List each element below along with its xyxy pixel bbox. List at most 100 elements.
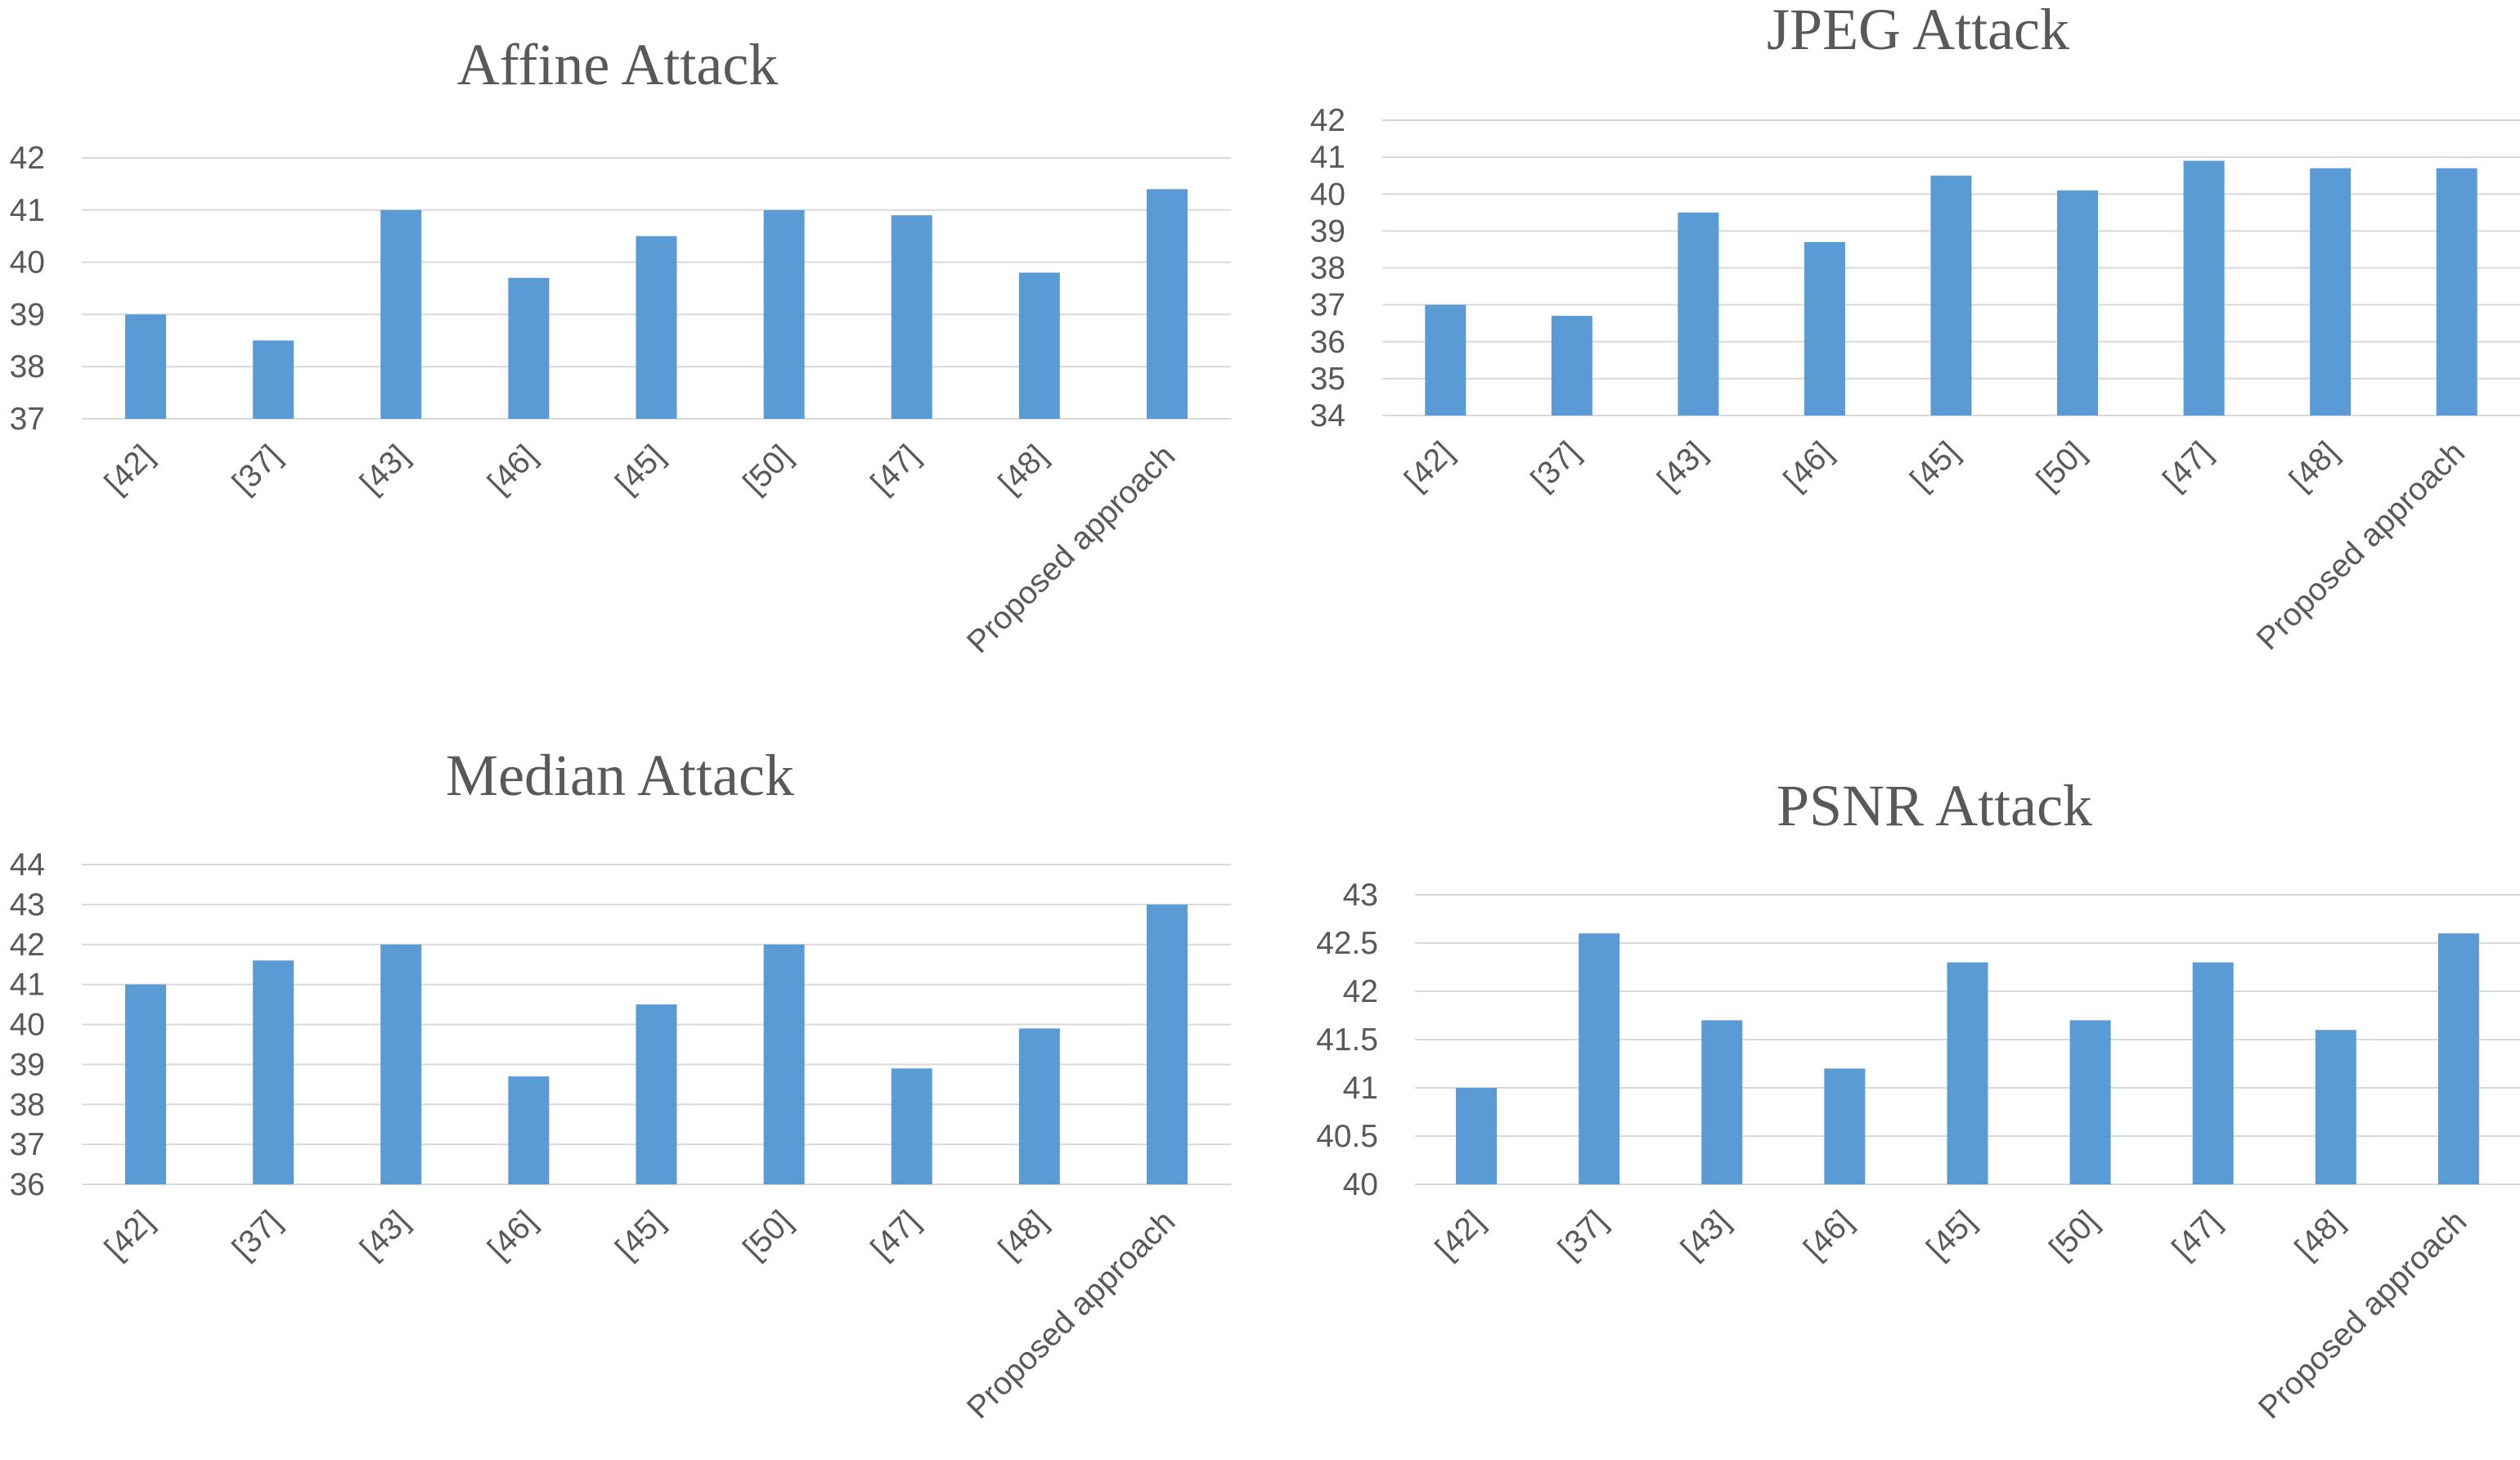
- bar: [2315, 1030, 2356, 1184]
- bar: [2069, 1020, 2111, 1184]
- bar: [380, 944, 422, 1184]
- x-tick-label: [42]: [98, 1204, 160, 1266]
- bar: [2310, 168, 2352, 416]
- x-tick-label: [45]: [609, 438, 671, 501]
- bar: [1551, 316, 1592, 416]
- y-tick-label: 37: [10, 402, 45, 437]
- bar: [891, 1068, 932, 1184]
- x-tick-label: [48]: [2283, 435, 2345, 497]
- y-tick-label: 40: [1310, 177, 1345, 212]
- y-tick-label: 38: [1310, 251, 1345, 286]
- bar: [2183, 160, 2225, 416]
- y-tick-label: 39: [1310, 213, 1345, 249]
- y-tick-label: 40: [10, 245, 45, 281]
- y-tick-label: 40.5: [1316, 1119, 1378, 1154]
- x-tick-label: Proposed approach: [2252, 1204, 2473, 1426]
- bar: [253, 960, 294, 1184]
- x-tick-label: [48]: [992, 438, 1054, 501]
- bar: [2057, 190, 2099, 416]
- bar: [125, 984, 167, 1184]
- x-tick-label: [45]: [1903, 435, 1965, 497]
- x-tick-label: [50]: [2043, 1204, 2105, 1266]
- y-tick-label: 44: [10, 847, 45, 883]
- x-tick-label: [42]: [1398, 435, 1460, 497]
- y-tick-label: 42: [10, 928, 45, 963]
- chart-1: Affine Attack 37 38 39 40 41 42 [42] [37] [43] [46…: [10, 32, 1231, 660]
- x-tick-label: [37]: [226, 438, 288, 501]
- bar: [1701, 1020, 1743, 1184]
- y-tick-label: 37: [1310, 288, 1345, 323]
- bar: [125, 314, 167, 419]
- y-tick-label: 36: [1310, 325, 1345, 360]
- x-tick-label: [47]: [865, 438, 927, 501]
- bar: [1146, 189, 1188, 419]
- chart-title: PSNR Attack: [1777, 773, 2092, 838]
- y-tick-label: 42.5: [1316, 926, 1378, 961]
- y-tick-label: 42: [1343, 974, 1378, 1009]
- bar: [508, 277, 550, 419]
- x-tick-label: [50]: [2030, 435, 2092, 497]
- bar: [1824, 1068, 1866, 1184]
- x-tick-label: Proposed approach: [2250, 435, 2472, 657]
- x-tick-label: [50]: [737, 1204, 799, 1266]
- x-tick-label: [43]: [1651, 435, 1713, 497]
- x-tick-label: [42]: [1429, 1204, 1491, 1266]
- y-tick-label: 43: [10, 887, 45, 923]
- y-tick-label: 38: [10, 349, 45, 384]
- y-tick-label: 41: [1343, 1071, 1378, 1106]
- bar: [1456, 1088, 1498, 1184]
- x-tick-label: Proposed approach: [960, 438, 1182, 660]
- x-tick-label: [47]: [2166, 1204, 2228, 1266]
- y-tick-label: 35: [1310, 362, 1345, 397]
- y-tick-label: 39: [10, 297, 45, 332]
- y-tick-label: 37: [10, 1127, 45, 1162]
- y-tick-label: 42: [10, 141, 45, 176]
- x-tick-label: [46]: [481, 438, 543, 501]
- bar: [1579, 933, 1620, 1184]
- bar: [1947, 962, 1988, 1184]
- x-tick-label: [47]: [865, 1204, 927, 1266]
- y-tick-label: 36: [10, 1167, 45, 1202]
- bar: [380, 209, 422, 419]
- bar: [508, 1076, 550, 1184]
- x-tick-label: [46]: [481, 1204, 543, 1266]
- y-tick-label: 34: [1310, 398, 1345, 434]
- x-tick-label: [48]: [2289, 1204, 2351, 1266]
- x-tick-label: Proposed approach: [960, 1204, 1182, 1426]
- x-tick-label: [37]: [1525, 435, 1587, 497]
- chart-title: JPEG Attack: [1767, 0, 2069, 62]
- bar: [1018, 272, 1060, 419]
- y-tick-label: 39: [10, 1047, 45, 1082]
- x-tick-label: [43]: [353, 1204, 416, 1266]
- bar: [253, 340, 294, 419]
- y-tick-label: 41: [10, 193, 45, 228]
- bar: [1930, 175, 1972, 416]
- y-tick-label: 41.5: [1316, 1022, 1378, 1058]
- bar: [636, 1004, 677, 1184]
- y-tick-label: 41: [10, 968, 45, 1003]
- x-tick-label: [45]: [1920, 1204, 1982, 1266]
- x-tick-label: [45]: [609, 1204, 671, 1266]
- chart-3: Median Attack 36 37 38 39 40 41 42 43 44 [42] [37] […: [10, 743, 1231, 1426]
- x-tick-label: [50]: [737, 438, 799, 501]
- x-tick-label: [37]: [1552, 1204, 1614, 1266]
- chart-title: Affine Attack: [457, 32, 779, 97]
- bar: [1678, 212, 1719, 416]
- y-tick-label: 38: [10, 1087, 45, 1122]
- x-tick-label: [47]: [2157, 435, 2219, 497]
- y-tick-label: 43: [1343, 878, 1378, 913]
- x-tick-label: [43]: [1674, 1204, 1736, 1266]
- bar: [1146, 904, 1188, 1184]
- bar: [2436, 168, 2477, 416]
- bar: [1425, 304, 1467, 416]
- bar: [1018, 1028, 1060, 1184]
- x-tick-label: [46]: [1797, 1204, 1859, 1266]
- y-tick-label: 41: [1310, 140, 1345, 175]
- chart-4: PSNR Attack 40 40.5 41 41.5 42 42.5 43 [42] [37] […: [1316, 773, 2520, 1426]
- bar: [763, 944, 805, 1184]
- y-tick-label: 40: [1343, 1167, 1378, 1202]
- x-tick-label: [42]: [98, 438, 160, 501]
- bar: [636, 236, 677, 419]
